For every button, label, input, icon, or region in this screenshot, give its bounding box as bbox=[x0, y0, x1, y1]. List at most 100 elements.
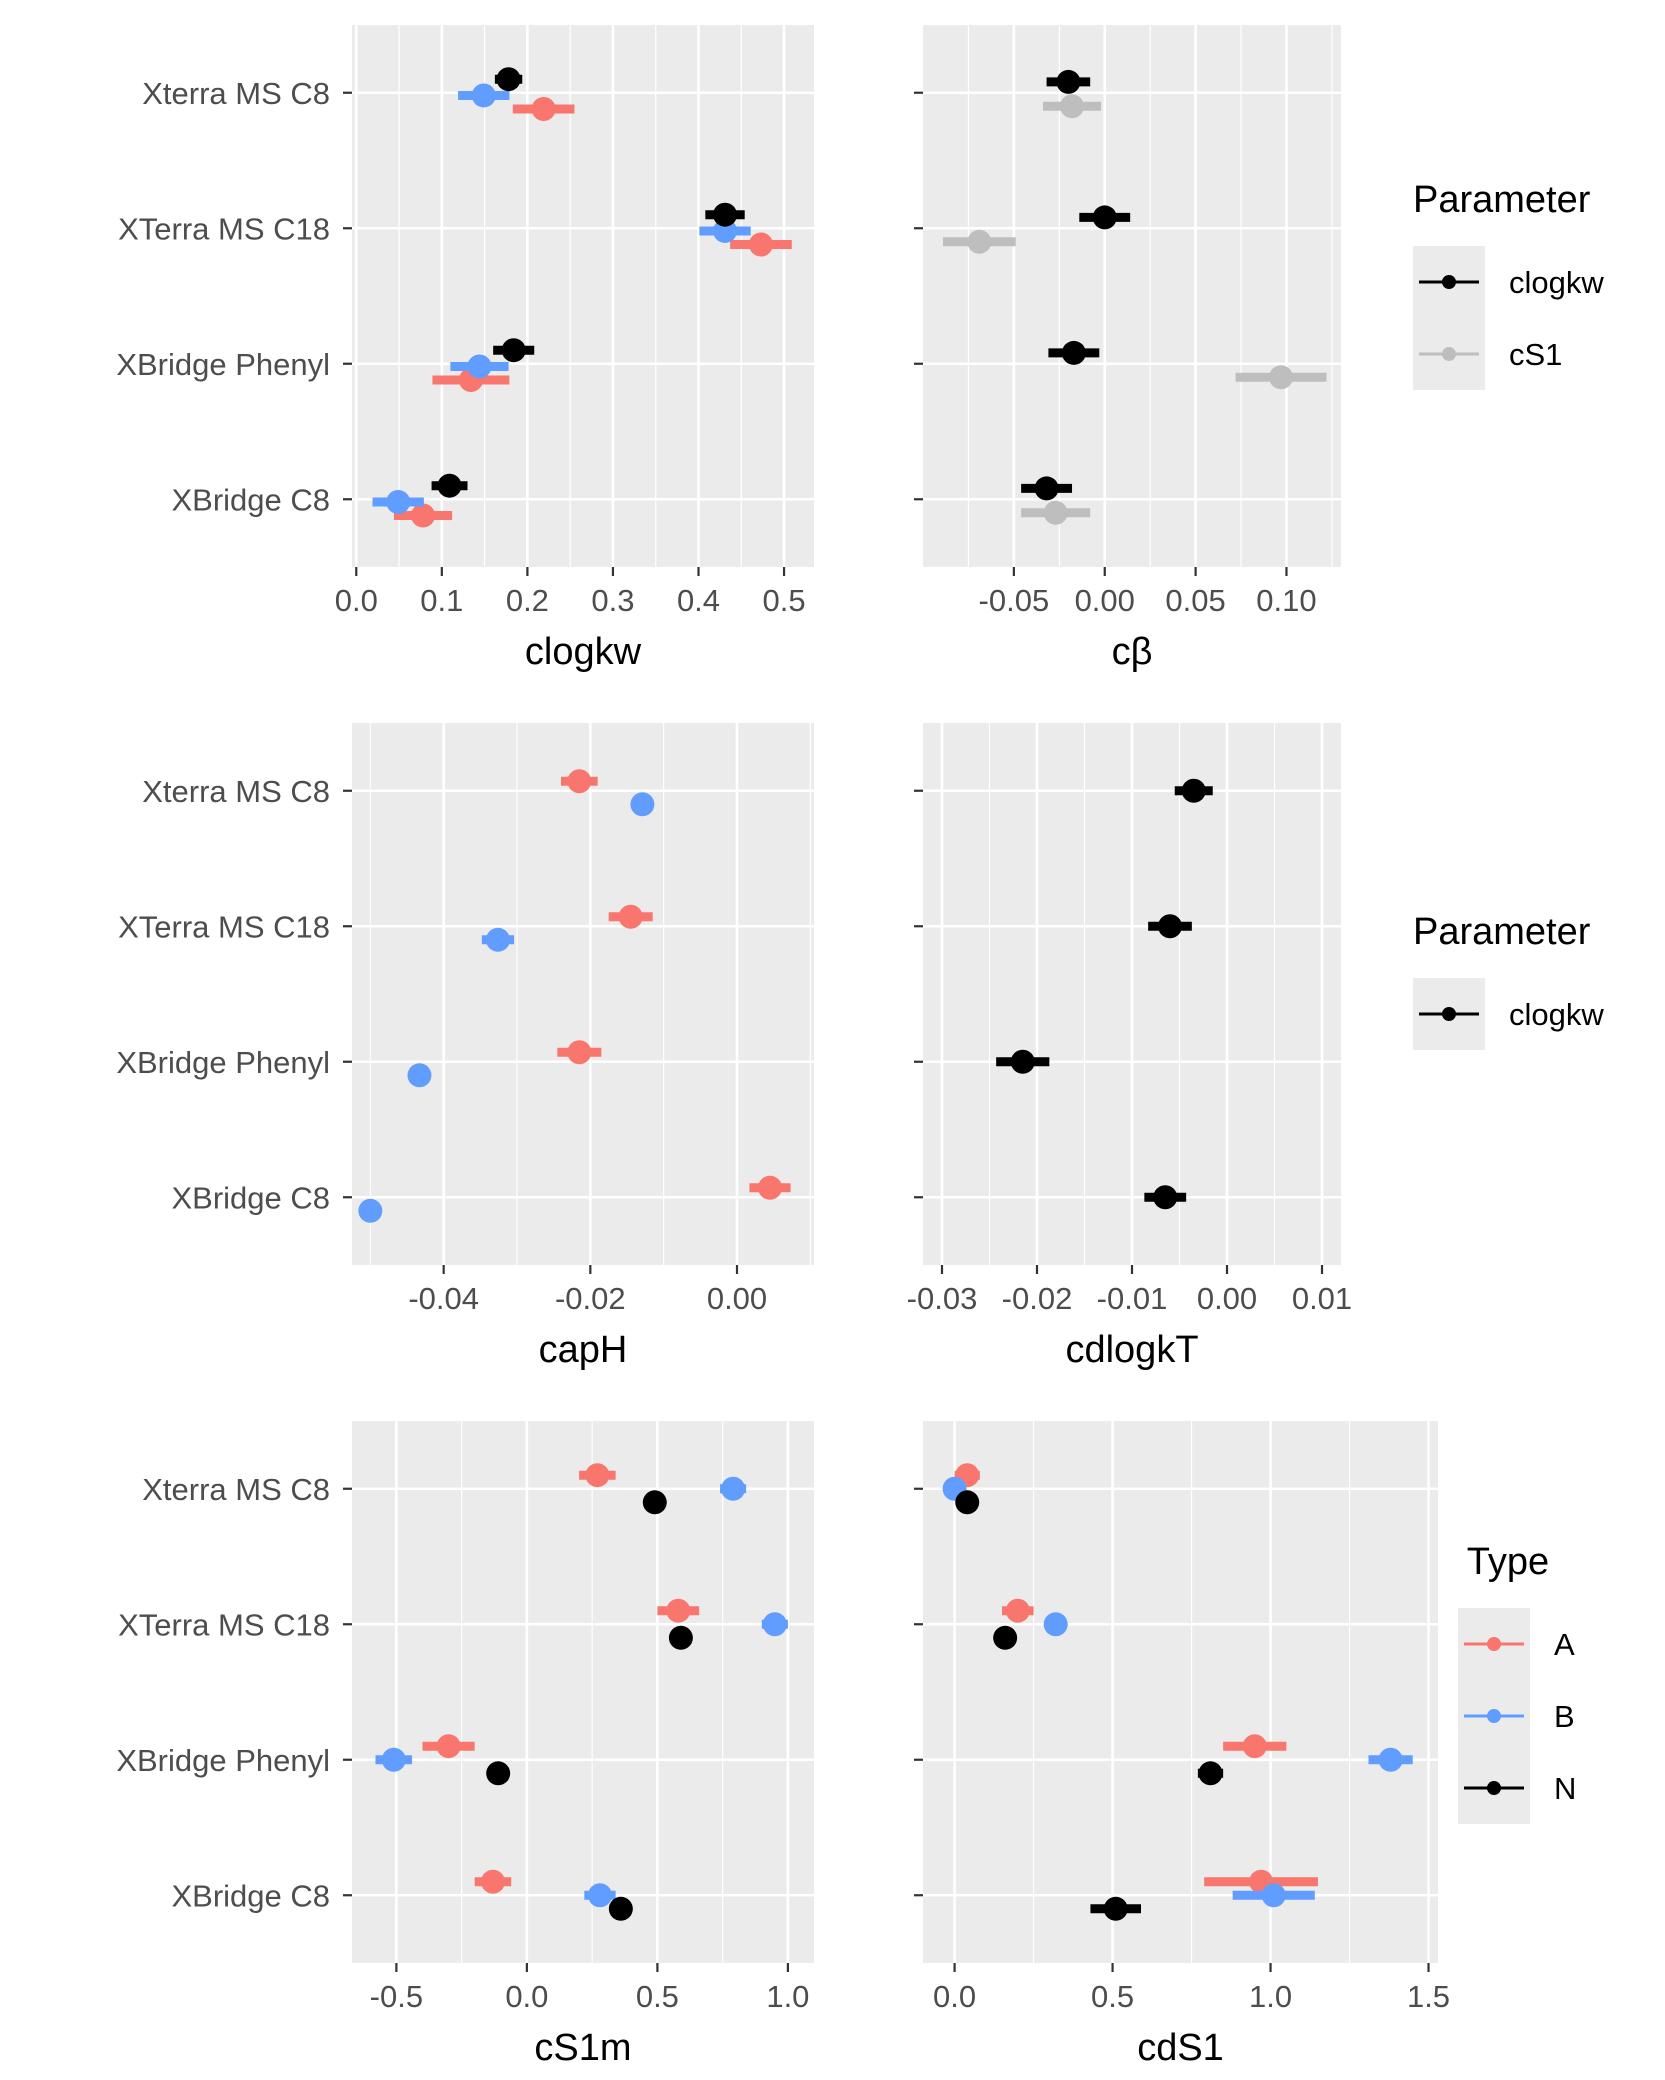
data-point bbox=[1005, 1598, 1030, 1623]
category-label-xbridge-phenyl: XBridge Phenyl bbox=[116, 347, 330, 382]
data-point bbox=[567, 1040, 592, 1065]
x-tick-label: -0.05 bbox=[979, 583, 1050, 618]
data-point bbox=[1198, 1761, 1223, 1786]
series-clogkw bbox=[1021, 69, 1131, 501]
data-point bbox=[1010, 1049, 1035, 1074]
panel-clogkw: 0.0 0.1 0.2 0.3 0.4 0.5 Xterra MS C8 XTerra MS … bbox=[116, 25, 814, 673]
x-tick-label: 0.0 bbox=[933, 1979, 976, 2014]
data-point bbox=[480, 1869, 505, 1894]
x-tick-label: 0.00 bbox=[1197, 1281, 1257, 1316]
legend-label-n: N bbox=[1554, 1771, 1576, 1806]
data-point bbox=[437, 473, 462, 498]
panel-cdS1: 0.0 0.5 1.0 1.5 cdS1 bbox=[914, 1421, 1450, 2069]
category-label-xterra-ms-c18: XTerra MS C18 bbox=[118, 909, 330, 944]
data-point bbox=[758, 1175, 782, 1200]
series-b bbox=[358, 792, 655, 1223]
x-tick-label: 0.5 bbox=[1091, 1979, 1134, 2014]
x-tick-label: -0.03 bbox=[907, 1281, 978, 1316]
series-b bbox=[942, 1476, 1413, 1908]
x-tick-label: -0.5 bbox=[370, 1979, 423, 2014]
x-tick-label: 0.00 bbox=[1075, 583, 1135, 618]
series-a bbox=[422, 1463, 700, 1894]
x-axis-title: clogkw bbox=[525, 631, 642, 673]
data-point bbox=[386, 489, 411, 514]
panel-background bbox=[352, 723, 814, 1265]
x-tick-label: -0.02 bbox=[555, 1281, 626, 1316]
panel-capH: -0.04 -0.02 0.00 Xterra MS C8 XTerra MS C18 X… bbox=[116, 723, 814, 1371]
legend-key-point bbox=[1487, 1709, 1501, 1723]
data-point bbox=[471, 83, 496, 108]
x-axis-title: capH bbox=[539, 1329, 628, 1371]
category-label-xterra-ms-c18: XTerra MS C18 bbox=[118, 211, 330, 246]
x-tick-label: 0.10 bbox=[1256, 583, 1316, 618]
panel-cS1m: -0.5 0.0 0.5 1.0 Xterra MS C8 XTerra MS C18 XB… bbox=[116, 1421, 814, 2069]
data-point bbox=[585, 1463, 610, 1488]
x-tick-label: -0.02 bbox=[1002, 1281, 1073, 1316]
category-label-xbridge-c8: XBridge C8 bbox=[171, 482, 330, 517]
x-tick-label: -0.01 bbox=[1097, 1281, 1168, 1316]
legend-title: Parameter bbox=[1413, 911, 1591, 953]
data-point bbox=[411, 503, 436, 528]
data-point bbox=[567, 769, 592, 794]
data-point bbox=[666, 1598, 691, 1623]
panel-background bbox=[923, 1421, 1438, 1963]
x-axis-title: cdlogkT bbox=[1065, 1329, 1198, 1371]
x-tick-label: 1.0 bbox=[1249, 1979, 1292, 2014]
category-label-xterra-ms-c18: XTerra MS C18 bbox=[118, 1607, 330, 1642]
panel-cbeta: -0.05 0.00 0.05 0.10 cβ bbox=[914, 25, 1341, 673]
series-n bbox=[955, 1490, 1224, 1921]
data-point bbox=[993, 1625, 1018, 1650]
data-point bbox=[1043, 1612, 1068, 1637]
series-n bbox=[431, 67, 745, 498]
data-point bbox=[496, 67, 521, 92]
x-tick-label: 0.01 bbox=[1292, 1281, 1352, 1316]
data-point bbox=[1158, 914, 1182, 939]
data-point bbox=[501, 338, 526, 363]
data-point bbox=[1043, 500, 1068, 525]
series-b bbox=[375, 1476, 788, 1908]
x-tick-label: 0.2 bbox=[506, 583, 549, 618]
data-point bbox=[436, 1734, 461, 1759]
data-point bbox=[1056, 69, 1081, 94]
x-tick-label: 0.0 bbox=[505, 1979, 548, 2014]
data-point bbox=[1261, 1883, 1286, 1908]
x-tick-label: 0.1 bbox=[420, 583, 463, 618]
legend-label-a: A bbox=[1554, 1627, 1575, 1662]
chart-legends: Parameter clogkw cS1 Parameter clogkw Type A B N bbox=[1413, 179, 1604, 1824]
data-point bbox=[1242, 1734, 1267, 1759]
category-label-xbridge-c8: XBridge C8 bbox=[171, 1180, 330, 1215]
x-tick-label: 0.00 bbox=[707, 1281, 767, 1316]
panel-background bbox=[923, 25, 1341, 567]
category-label-xterra-ms-c8: Xterra MS C8 bbox=[142, 76, 330, 111]
panel-background bbox=[352, 25, 814, 567]
legend-key-point bbox=[1442, 347, 1456, 361]
legend-label-clogkw: clogkw bbox=[1509, 997, 1604, 1032]
data-point bbox=[485, 927, 510, 952]
chart-panels: 0.0 0.1 0.2 0.3 0.4 0.5 Xterra MS C8 XTerra MS … bbox=[116, 25, 1450, 2069]
data-point bbox=[1378, 1747, 1403, 1772]
category-label-xterra-ms-c8: Xterra MS C8 bbox=[142, 1472, 330, 1507]
data-point bbox=[721, 1476, 746, 1501]
x-tick-label: 0.5 bbox=[763, 583, 806, 618]
data-point bbox=[1061, 340, 1086, 365]
legend-key-point bbox=[1442, 1007, 1456, 1021]
legend-title: Type bbox=[1467, 1541, 1549, 1583]
data-point bbox=[748, 232, 773, 257]
legend-key-point bbox=[1442, 275, 1456, 289]
data-point bbox=[967, 229, 992, 254]
data-point bbox=[1181, 778, 1206, 803]
legend-label-b: B bbox=[1554, 1699, 1575, 1734]
legend-title: Parameter bbox=[1413, 179, 1591, 221]
legend-cbeta: Parameter clogkw cS1 bbox=[1413, 179, 1604, 390]
series-b bbox=[372, 83, 751, 514]
data-point bbox=[358, 1198, 383, 1223]
x-tick-label: 0.4 bbox=[677, 583, 720, 618]
data-point bbox=[713, 202, 738, 227]
data-point bbox=[1153, 1185, 1178, 1210]
data-point bbox=[642, 1490, 667, 1515]
series-clogkw bbox=[996, 778, 1213, 1210]
data-point bbox=[955, 1490, 980, 1515]
data-point bbox=[587, 1883, 612, 1908]
data-point bbox=[1092, 205, 1117, 230]
x-axis-title: cβ bbox=[1112, 631, 1153, 673]
